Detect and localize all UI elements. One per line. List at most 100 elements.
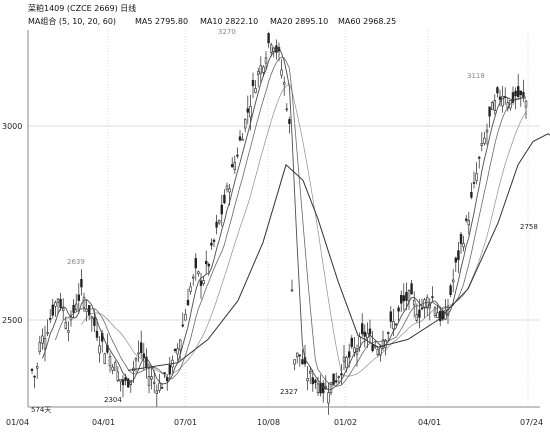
ma5-line [41,47,527,391]
candle-body-60 [186,299,190,306]
candle-body-130 [368,328,372,335]
candle-body-92 [269,44,273,53]
candle-body-59 [184,313,187,321]
candle-body-42 [140,342,143,354]
candle-body-135 [381,339,385,349]
candle-body-97 [282,82,286,85]
candle-body-131 [371,344,374,352]
candle-body-186 [514,90,517,97]
grid [27,30,540,407]
x-tick-label-2: 07/01 [174,418,197,427]
candle-body-120 [342,356,346,362]
candle-body-84 [249,106,252,118]
candle-body-168 [467,220,470,226]
candle-body-106 [306,378,309,382]
candle-body-68 [207,263,210,267]
candle-body-3 [38,342,42,352]
candle-body-40 [134,358,138,361]
candle-body-17 [75,303,78,310]
ma5-value: MA5 2795.80 [135,17,188,26]
candle-body-91 [267,33,270,44]
candle-body-1 [33,375,36,378]
candle-body-6 [46,332,49,334]
candle-body-65 [199,280,203,286]
candle-body-79 [236,154,239,157]
candle-body-154 [431,296,434,298]
candle-body-149 [418,309,421,318]
candle-body-81 [241,138,244,141]
candle-body-112 [321,382,325,394]
candle-body-64 [197,271,200,275]
candle-body-48 [155,390,158,394]
candle-body-76 [228,188,231,193]
candle-body-30 [108,356,112,367]
candle-body-161 [449,285,452,296]
candle-body-140 [394,323,398,326]
candle-body-23 [90,316,94,319]
candle-body-98 [285,108,288,111]
candle-body-0 [30,368,34,371]
candle-body-164 [457,250,460,261]
x-tick-label-3: 10/08 [257,418,280,427]
candle-body-123 [350,337,353,347]
candle-body-78 [233,161,236,170]
ma20-line [81,83,527,377]
candle-body-150 [420,307,424,310]
candle-body-61 [189,286,192,292]
y-tick-label-1: 3000 [2,122,22,131]
ma10-line [55,56,527,387]
candle-body-18 [77,294,81,301]
candle-body-83 [246,108,249,113]
candle-body-122 [347,351,351,358]
candle-body-143 [402,295,405,302]
candle-body-110 [316,383,320,393]
candle-body-85 [251,80,255,86]
x-tick-label-0: 01/04 [6,418,29,427]
annotation-6: 574天 [31,406,51,414]
candle-body-155 [433,307,437,317]
moving-averages [41,47,550,391]
candle-body-87 [256,71,260,75]
candle-body-114 [327,392,330,404]
candle-body-127 [360,323,364,335]
candle-body-15 [69,315,73,321]
candle-body-89 [262,66,265,73]
candle-body-16 [72,304,75,313]
candle-body-53 [168,364,171,375]
annotation-0: 3270 [218,28,236,36]
candle-body-172 [477,156,481,159]
candle-body-26 [98,345,101,354]
candle-body-80 [238,136,242,141]
candle-body-13 [64,322,68,329]
candle-body-142 [399,295,403,304]
candle-body-50 [160,387,164,389]
candle-body-188 [519,90,523,96]
candle-body-21 [85,308,88,312]
candle-body-124 [353,347,356,353]
candle-body-7 [48,317,52,320]
candle-body-20 [82,296,86,308]
candle-body-180 [498,96,502,100]
candle-body-159 [444,309,447,320]
candle-body-128 [363,331,366,337]
candle-body-103 [298,354,301,357]
candle-body-14 [67,330,70,333]
candle-body-70 [212,239,216,242]
candle-body-96 [280,69,283,76]
candle-body-63 [194,258,197,269]
candle-body-46 [150,376,153,380]
candle-body-35 [121,379,125,386]
candle-body-86 [254,88,257,93]
candle-body-24 [93,317,96,326]
ma-group-label: MA组合 (5, 10, 20, 60) [28,16,116,26]
candle-body-163 [454,257,457,263]
annotation-2: 3118 [467,72,485,80]
annotation-1: 2639 [67,258,85,266]
candle-body-115 [329,381,333,394]
candle-body-145 [407,290,411,302]
candle-body-31 [111,366,114,371]
candle-body-165 [459,234,463,244]
candle-body-12 [61,308,65,311]
candle-body-104 [301,359,304,365]
ma20-value: MA20 2895.10 [270,17,328,26]
